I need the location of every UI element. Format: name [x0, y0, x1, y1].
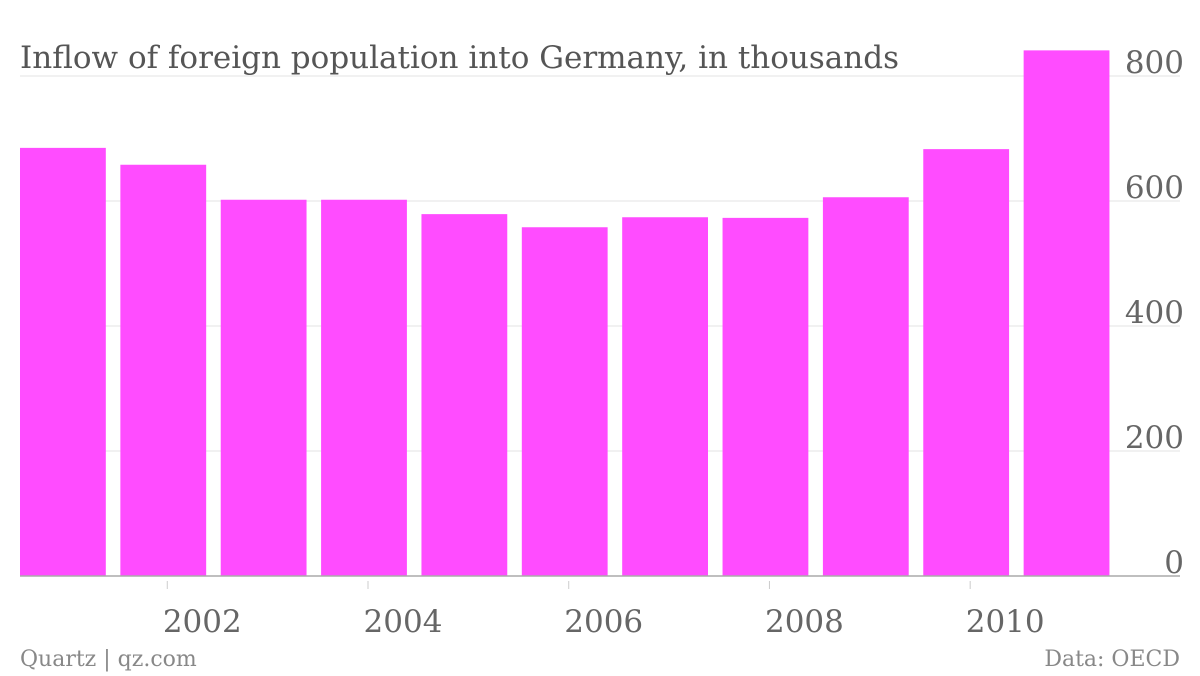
source-credit: Quartz | qz.com — [20, 647, 197, 672]
x-tick-label: 2002 — [163, 604, 242, 640]
y-tick-label: 200 — [1125, 420, 1184, 456]
bar-2004 — [321, 199, 407, 576]
bar-2008 — [722, 217, 809, 576]
x-axis-ticks: 2002 2004 2006 2008 2010 — [163, 581, 1045, 640]
x-tick-label: 2010 — [966, 604, 1045, 640]
y-tick-label: 800 — [1125, 45, 1184, 81]
y-tick-label: 400 — [1125, 295, 1184, 331]
x-tick-label: 2006 — [564, 604, 643, 640]
bars — [20, 50, 1110, 576]
x-tick-label: 2008 — [765, 604, 844, 640]
data-source: Data: OECD — [1044, 647, 1180, 672]
bar-2009 — [822, 197, 909, 576]
y-tick-label: 0 — [1164, 545, 1184, 581]
bar-2006 — [521, 227, 608, 576]
bar-2007 — [622, 217, 708, 576]
bar-2001 — [20, 147, 106, 576]
bar-2011 — [1023, 50, 1110, 576]
bar-2003 — [220, 199, 307, 576]
chart-title: Inflow of foreign population into German… — [20, 40, 899, 76]
bar-2010 — [923, 149, 1010, 576]
x-tick-label: 2004 — [364, 604, 443, 640]
y-tick-label: 600 — [1125, 170, 1184, 206]
bar-2005 — [421, 214, 508, 576]
bar-2002 — [120, 164, 207, 576]
y-axis-ticks: 0 200 400 600 800 — [1125, 45, 1184, 581]
